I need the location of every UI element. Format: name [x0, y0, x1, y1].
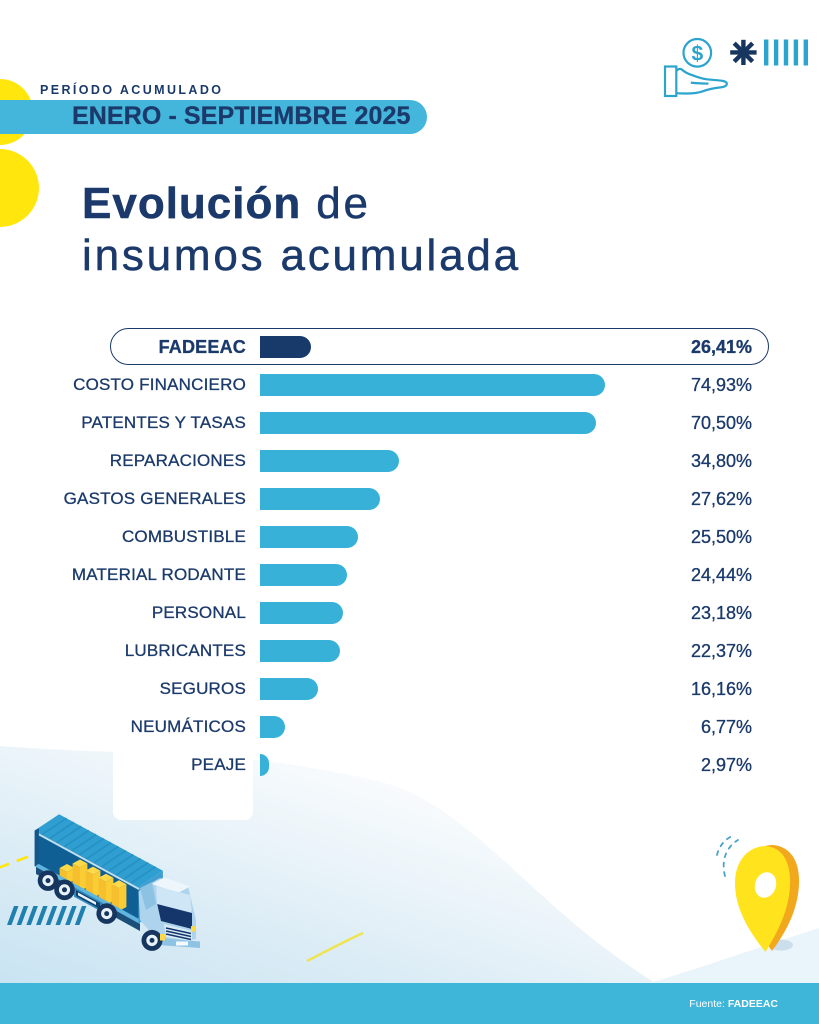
svg-text:$: $	[691, 42, 703, 65]
